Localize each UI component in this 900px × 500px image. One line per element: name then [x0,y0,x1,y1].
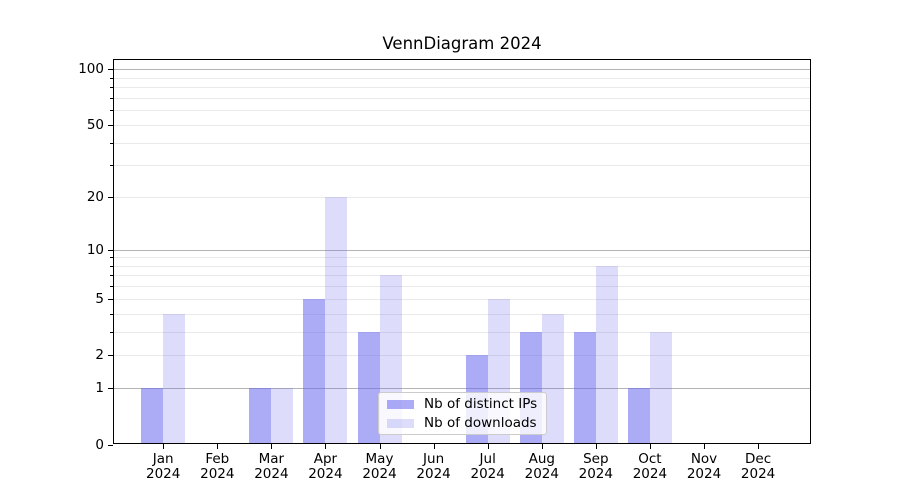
y-gridline-major [113,249,811,251]
y-minor-tick-mark [110,97,113,99]
y-minor-tick-mark [110,313,113,315]
y-gridline-minor [113,275,811,277]
y-tick-label: 0 [95,436,104,453]
x-tick-mark [325,444,327,449]
x-tick-label: Aug 2024 [524,451,559,482]
y-gridline-minor [113,110,811,112]
legend-label-distinct-ips: Nb of distinct IPs [424,396,538,412]
y-gridline-minor [113,286,811,288]
bar-may-ips [357,331,380,444]
y-minor-tick-mark [110,87,113,89]
bar-oct-ips [627,388,650,444]
x-tick-label: Oct 2024 [632,451,668,482]
legend-label-downloads: Nb of downloads [424,415,537,431]
bar-mar-ips [249,388,272,444]
y-tick-mark [108,69,113,71]
x-tick-mark [487,444,489,449]
y-minor-tick-mark [110,257,113,259]
x-tick-label: Dec 2024 [740,451,776,482]
y-gridline-major [113,388,811,390]
x-tick-mark [704,444,705,449]
bar-apr-ips [303,298,326,444]
y-gridline-minor [113,124,811,126]
x-tick-mark [163,444,165,449]
y-minor-tick-mark [110,275,113,277]
x-tick-mark [433,444,435,449]
x-tick-label: Jun 2024 [416,451,451,482]
x-tick-label: Jan 2024 [146,451,181,482]
x-tick-mark [649,444,651,449]
x-tick-label: Nov 2024 [686,451,722,482]
bar-sep-downloads [595,265,618,444]
bar-apr-downloads [325,197,348,444]
bar-mar-downloads [271,388,294,444]
bar-jan-ips [141,388,164,444]
y-tick-mark [108,124,113,126]
y-gridline-minor [113,265,811,267]
x-tick-mark [271,444,273,449]
x-tick-mark [541,444,543,449]
legend: Nb of distinct IPs Nb of downloads [378,392,547,435]
x-tick-label: Sep 2024 [578,451,613,482]
x-tick-mark [379,444,381,449]
y-minor-tick-mark [110,77,113,79]
y-gridline-minor [113,355,811,357]
y-minor-tick-mark [110,110,113,112]
y-gridline-minor [113,77,811,79]
x-tick-label: May 2024 [362,451,397,482]
y-gridline-minor [113,313,811,315]
x-tick-label: Feb 2024 [200,451,235,482]
x-tick-mark [758,444,760,449]
y-gridline-minor [113,197,811,198]
legend-swatch-downloads [387,418,414,428]
x-tick-mark [217,444,219,449]
y-gridline-major [113,69,811,71]
y-tick-mark [108,355,113,357]
y-tick-label: 20 [86,189,104,205]
x-tick-label: Mar 2024 [254,451,289,482]
y-tick-mark [108,197,113,198]
y-tick-label: 2 [95,347,104,364]
y-minor-tick-mark [110,265,113,267]
y-tick-label: 50 [86,116,104,133]
x-tick-label: Jul 2024 [470,451,505,482]
y-gridline-minor [113,87,811,89]
legend-item-distinct-ips: Nb of distinct IPs [387,397,546,411]
y-minor-tick-mark [110,286,113,288]
bar-sep-ips [573,331,596,444]
y-minor-tick-mark [110,331,113,333]
y-gridline-minor [113,257,811,259]
y-tick-label: 100 [78,61,104,78]
y-tick-label: 10 [86,241,104,258]
plot-area [113,59,811,444]
legend-swatch-distinct-ips [387,399,414,409]
y-gridline-minor [113,142,811,144]
y-minor-tick-mark [110,165,113,167]
y-gridline-minor [113,298,811,300]
y-gridline-minor [113,165,811,167]
legend-item-downloads: Nb of downloads [387,416,546,430]
y-gridline-minor [113,97,811,99]
y-tick-label: 1 [95,380,104,397]
y-minor-tick-mark [110,142,113,144]
y-gridline-minor [113,331,811,333]
bar-oct-downloads [649,331,672,444]
x-tick-label: Apr 2024 [308,451,343,482]
y-tick-mark [108,388,113,390]
y-tick-mark [108,298,113,300]
y-tick-label: 5 [95,290,104,307]
bar-jan-downloads [163,313,186,444]
y-tick-mark [108,249,113,251]
chart-title: VennDiagram 2024 [382,34,542,53]
x-tick-mark [595,444,597,449]
y-tick-mark [108,444,113,446]
bar-aug-downloads [541,313,564,444]
